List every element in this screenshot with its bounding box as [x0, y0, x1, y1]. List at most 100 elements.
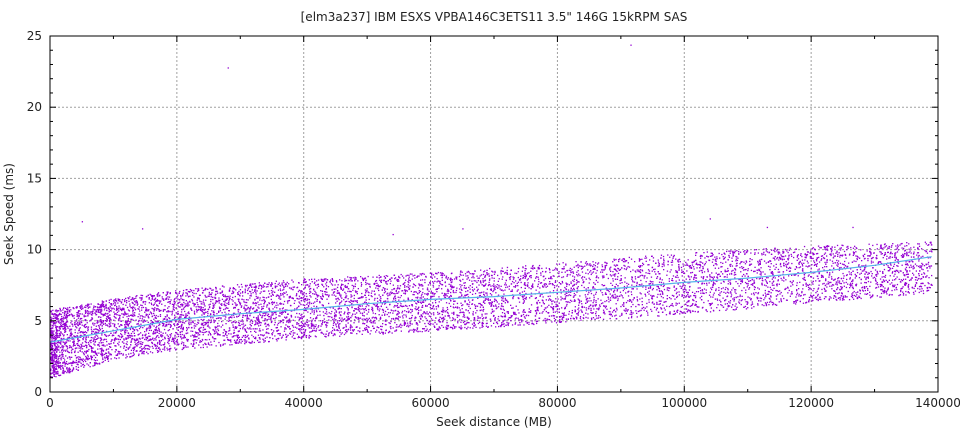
scatter-point: [75, 355, 76, 356]
scatter-point: [769, 299, 770, 300]
scatter-point: [746, 308, 747, 309]
scatter-point: [247, 290, 248, 291]
scatter-point: [577, 264, 578, 265]
scatter-point: [245, 302, 246, 303]
scatter-point: [125, 298, 126, 299]
scatter-point: [639, 284, 640, 285]
scatter-point: [583, 266, 584, 267]
scatter-point: [98, 325, 99, 326]
scatter-point: [728, 289, 729, 290]
scatter-point: [873, 262, 874, 263]
scatter-point: [137, 308, 138, 309]
scatter-point: [105, 325, 106, 326]
scatter-point: [163, 300, 164, 301]
scatter-point: [787, 300, 788, 301]
scatter-point: [464, 315, 465, 316]
scatter-point: [515, 324, 516, 325]
scatter-point: [751, 259, 752, 260]
scatter-point: [459, 307, 460, 308]
scatter-point: [518, 282, 519, 283]
scatter-point: [629, 301, 630, 302]
scatter-point: [757, 287, 758, 288]
scatter-point: [523, 324, 524, 325]
scatter-point: [209, 344, 210, 345]
scatter-point: [139, 306, 140, 307]
scatter-point: [749, 297, 750, 298]
scatter-point: [763, 254, 764, 255]
scatter-point: [426, 318, 427, 319]
scatter-point: [434, 276, 435, 277]
scatter-point: [450, 327, 451, 328]
scatter-point: [67, 334, 68, 335]
scatter-point: [695, 255, 696, 256]
scatter-point: [800, 266, 801, 267]
scatter-point: [157, 296, 158, 297]
scatter-point: [293, 332, 294, 333]
scatter-point: [411, 274, 412, 275]
scatter-point: [298, 291, 299, 292]
scatter-point: [848, 263, 849, 264]
scatter-point: [203, 344, 204, 345]
scatter-point: [202, 311, 203, 312]
scatter-point: [317, 299, 318, 300]
scatter-point: [440, 272, 441, 273]
scatter-point: [93, 331, 94, 332]
scatter-point: [217, 293, 218, 294]
scatter-point: [767, 287, 768, 288]
scatter-point: [884, 281, 885, 282]
scatter-point: [405, 315, 406, 316]
scatter-point: [168, 336, 169, 337]
scatter-point: [548, 305, 549, 306]
scatter-point: [188, 339, 189, 340]
scatter-point: [142, 318, 143, 319]
scatter-point: [404, 320, 405, 321]
scatter-point: [571, 301, 572, 302]
scatter-point: [309, 327, 310, 328]
scatter-point: [781, 292, 782, 293]
scatter-point: [136, 329, 137, 330]
scatter-point: [793, 257, 794, 258]
scatter-point: [590, 279, 591, 280]
scatter-point: [60, 366, 61, 367]
scatter-point: [87, 310, 88, 311]
scatter-point: [506, 284, 507, 285]
scatter-point: [777, 249, 778, 250]
scatter-point: [341, 318, 342, 319]
scatter-point: [88, 329, 89, 330]
scatter-point: [84, 346, 85, 347]
scatter-point: [909, 270, 910, 271]
scatter-point: [333, 320, 334, 321]
scatter-point: [723, 292, 724, 293]
scatter-point: [109, 320, 110, 321]
scatter-point: [640, 275, 641, 276]
scatter-point: [213, 289, 214, 290]
scatter-point: [316, 328, 317, 329]
scatter-point: [325, 313, 326, 314]
scatter-point: [819, 272, 820, 273]
scatter-point: [492, 285, 493, 286]
scatter-point: [796, 249, 797, 250]
scatter-point: [387, 295, 388, 296]
scatter-point: [215, 338, 216, 339]
scatter-point: [81, 363, 82, 364]
scatter-point: [401, 331, 402, 332]
scatter-point: [245, 325, 246, 326]
scatter-point: [63, 346, 64, 347]
scatter-point: [293, 335, 294, 336]
scatter-point: [240, 293, 241, 294]
scatter-point: [208, 342, 209, 343]
scatter-point: [414, 320, 415, 321]
scatter-point: [288, 327, 289, 328]
scatter-point: [62, 333, 63, 334]
scatter-point: [321, 284, 322, 285]
scatter-point: [314, 312, 315, 313]
scatter-point: [771, 254, 772, 255]
scatter-point: [905, 264, 906, 265]
scatter-point: [763, 252, 764, 253]
scatter-point: [832, 272, 833, 273]
scatter-point: [214, 304, 215, 305]
scatter-point: [751, 270, 752, 271]
scatter-point: [112, 339, 113, 340]
scatter-point: [213, 314, 214, 315]
